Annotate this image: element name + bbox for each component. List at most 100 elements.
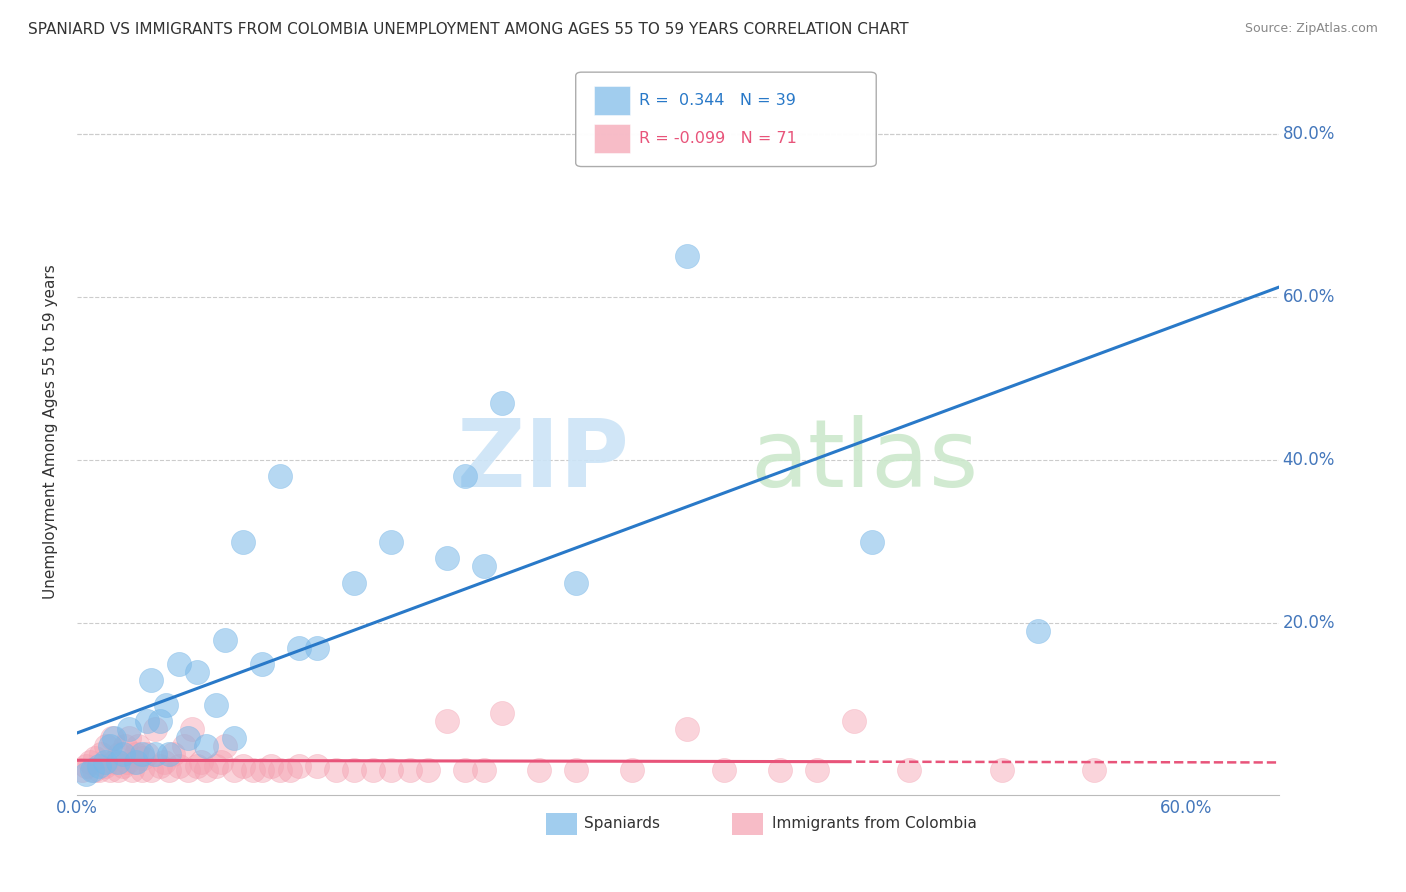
Point [131,747,153,761]
Point [149,759,172,773]
Point [214,632,236,647]
Point [155,698,177,712]
Point [806,763,828,777]
Point [713,763,735,777]
Point [214,739,236,753]
Point [98,739,121,753]
Text: Immigrants from Colombia: Immigrants from Colombia [772,816,977,831]
FancyBboxPatch shape [593,124,630,153]
Point [131,763,153,777]
Point [108,747,131,761]
Point [491,396,513,410]
Point [93,759,115,773]
Point [101,731,124,745]
Point [103,755,125,769]
Point [80,763,103,777]
Point [898,763,921,777]
Point [990,763,1012,777]
Point [112,759,135,773]
Point [122,755,145,769]
Point [361,763,384,777]
Point [177,731,200,745]
Point [121,763,143,777]
Point [250,763,273,777]
Point [620,763,643,777]
Point [152,755,174,769]
Point [177,763,200,777]
Point [87,759,110,773]
Point [118,731,141,745]
Point [454,763,477,777]
Point [125,747,148,761]
Text: R =  0.344   N = 39: R = 0.344 N = 39 [640,93,796,108]
Point [195,763,218,777]
Point [90,747,112,761]
FancyBboxPatch shape [593,86,630,115]
Point [380,763,402,777]
Point [143,723,166,737]
Point [173,739,195,753]
Point [75,767,97,781]
Point [136,747,159,761]
Point [232,534,254,549]
Point [491,706,513,720]
Point [343,763,366,777]
Point [103,731,125,745]
Text: 20.0%: 20.0% [1282,615,1336,632]
Text: Spaniards: Spaniards [583,816,661,831]
Point [565,763,588,777]
Point [250,657,273,671]
Point [149,714,172,729]
Point [676,249,699,263]
Point [139,763,162,777]
Point [380,534,402,549]
Point [107,755,129,769]
Point [157,763,180,777]
Text: Source: ZipAtlas.com: Source: ZipAtlas.com [1244,22,1378,36]
Point [209,755,232,769]
Point [260,759,283,773]
Point [93,755,115,769]
Point [195,739,218,753]
Point [436,551,458,566]
Text: atlas: atlas [749,415,979,507]
Point [107,763,129,777]
Point [98,763,121,777]
FancyBboxPatch shape [546,813,576,835]
Point [472,763,495,777]
Point [167,657,190,671]
Point [325,763,347,777]
Point [204,759,226,773]
Point [72,763,94,777]
Point [1083,763,1105,777]
Point [132,751,155,765]
Point [190,755,212,769]
Point [125,755,148,769]
Point [204,698,226,712]
Point [454,469,477,483]
FancyBboxPatch shape [575,72,876,167]
Point [269,469,291,483]
Point [288,640,311,655]
Point [269,763,291,777]
Point [139,673,162,688]
FancyBboxPatch shape [733,813,763,835]
Point [118,723,141,737]
Text: 40.0%: 40.0% [1282,451,1334,469]
Point [222,731,245,745]
Point [278,763,301,777]
Point [565,575,588,590]
Point [527,763,550,777]
Point [115,755,138,769]
Point [768,763,790,777]
Point [842,714,865,729]
Point [127,739,149,753]
Point [242,763,264,777]
Text: 80.0%: 80.0% [1282,125,1334,143]
Text: SPANIARD VS IMMIGRANTS FROM COLOMBIA UNEMPLOYMENT AMONG AGES 55 TO 59 YEARS CORR: SPANIARD VS IMMIGRANTS FROM COLOMBIA UNE… [28,22,908,37]
Point [232,759,254,773]
Point [222,763,245,777]
Point [186,665,208,680]
Point [143,747,166,761]
Point [307,640,329,655]
